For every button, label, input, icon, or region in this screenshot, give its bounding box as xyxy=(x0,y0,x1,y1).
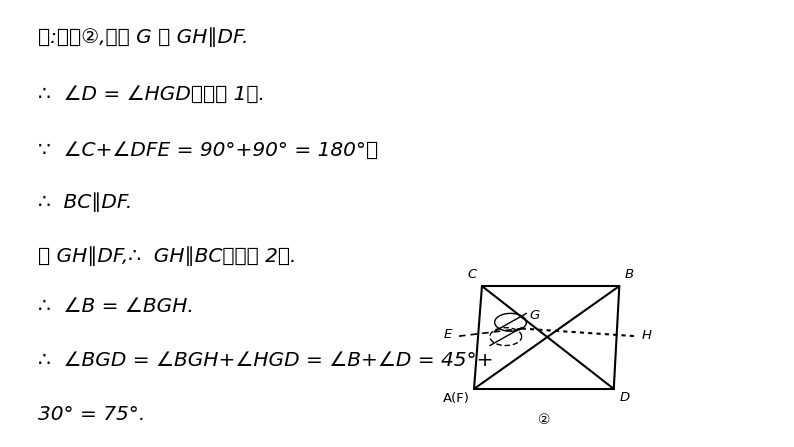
Text: H: H xyxy=(642,329,652,342)
Text: B: B xyxy=(625,268,634,281)
Text: C: C xyxy=(467,268,476,281)
Text: ∴  ∠D = ∠HGD（依据 1）.: ∴ ∠D = ∠HGD（依据 1）. xyxy=(38,85,265,104)
Text: 解:如图②,过点 G 作 GH∥DF.: 解:如图②,过点 G 作 GH∥DF. xyxy=(38,27,249,46)
Text: 又 GH∥DF,∴  GH∥BC（依据 2）.: 又 GH∥DF,∴ GH∥BC（依据 2）. xyxy=(38,246,296,266)
Text: ∴  ∠BGD = ∠BGH+∠HGD = ∠B+∠D = 45°+: ∴ ∠BGD = ∠BGH+∠HGD = ∠B+∠D = 45°+ xyxy=(38,351,494,370)
Text: ∴  BC∥DF.: ∴ BC∥DF. xyxy=(38,192,133,212)
Text: G: G xyxy=(530,309,540,322)
Text: ②: ② xyxy=(538,413,550,427)
Text: ∴  ∠B = ∠BGH.: ∴ ∠B = ∠BGH. xyxy=(38,297,194,316)
Text: A(F): A(F) xyxy=(443,392,470,405)
Text: ∵  ∠C+∠DFE = 90°+90° = 180°，: ∵ ∠C+∠DFE = 90°+90° = 180°， xyxy=(38,141,378,160)
Text: 30° = 75°.: 30° = 75°. xyxy=(38,405,145,424)
Text: D: D xyxy=(619,391,630,404)
Text: E: E xyxy=(443,328,452,342)
